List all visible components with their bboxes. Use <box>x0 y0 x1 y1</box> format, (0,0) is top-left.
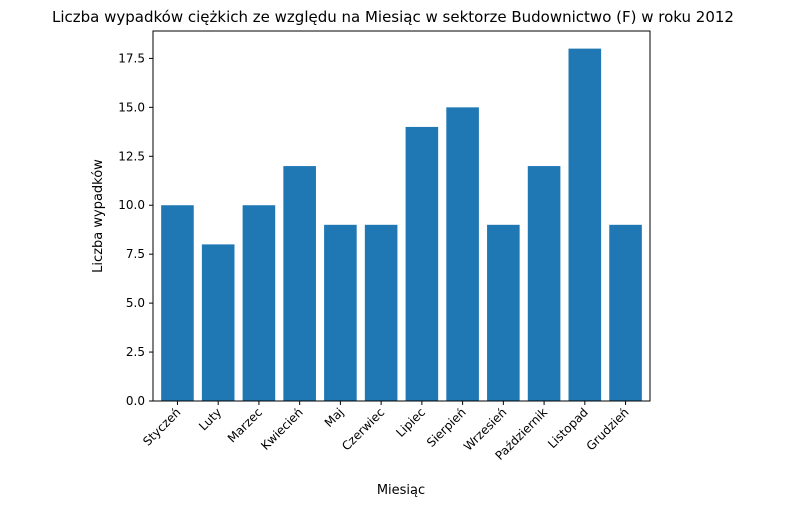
y-tick-label: 10.0 <box>118 198 145 212</box>
x-tick-label: Grudzień <box>584 405 632 453</box>
y-tick-label: 12.5 <box>118 149 145 163</box>
plot-frame <box>152 30 651 402</box>
y-axis-label: Liczba wypadków <box>91 159 106 273</box>
y-tick-label: 15.0 <box>118 100 145 114</box>
bar-marzec <box>242 205 276 401</box>
x-axis-label: Miesiąc <box>377 483 425 498</box>
bar-maj <box>324 224 357 401</box>
y-axis: 0.0 2.5 5.0 7.5 10.0 12.5 15.0 17.5 <box>118 51 153 408</box>
x-tick-label: Lipiec <box>393 405 428 440</box>
y-tick-label: 5.0 <box>126 296 145 310</box>
x-tick-label: Marzec <box>225 405 265 445</box>
bar-listopad <box>568 48 602 402</box>
bar-kwiecień <box>283 166 316 401</box>
x-tick-label: Maj <box>322 405 347 430</box>
bars-group <box>161 48 642 402</box>
chart-title: Liczba wypadków ciężkich ze względu na M… <box>52 8 734 26</box>
y-tick-label: 2.5 <box>126 345 145 359</box>
y-tick-label: 0.0 <box>126 394 145 408</box>
bar-luty <box>201 244 235 401</box>
bar-grudzień <box>609 224 642 401</box>
x-tick-label: Czerwiec <box>339 405 387 453</box>
y-tick-label: 7.5 <box>126 247 145 261</box>
x-tick-label: Luty <box>196 405 224 433</box>
bar-wrzesień <box>487 224 520 401</box>
y-tick-label: 17.5 <box>118 51 145 65</box>
bar-październik <box>527 166 561 401</box>
x-tick-label: Styczeń <box>140 405 183 448</box>
bar-sierpień <box>446 107 479 401</box>
bar-styczeń <box>161 205 194 401</box>
bar-czerwiec <box>364 224 398 401</box>
bar-lipiec <box>405 126 439 402</box>
x-tick-label: Kwiecień <box>258 405 306 453</box>
